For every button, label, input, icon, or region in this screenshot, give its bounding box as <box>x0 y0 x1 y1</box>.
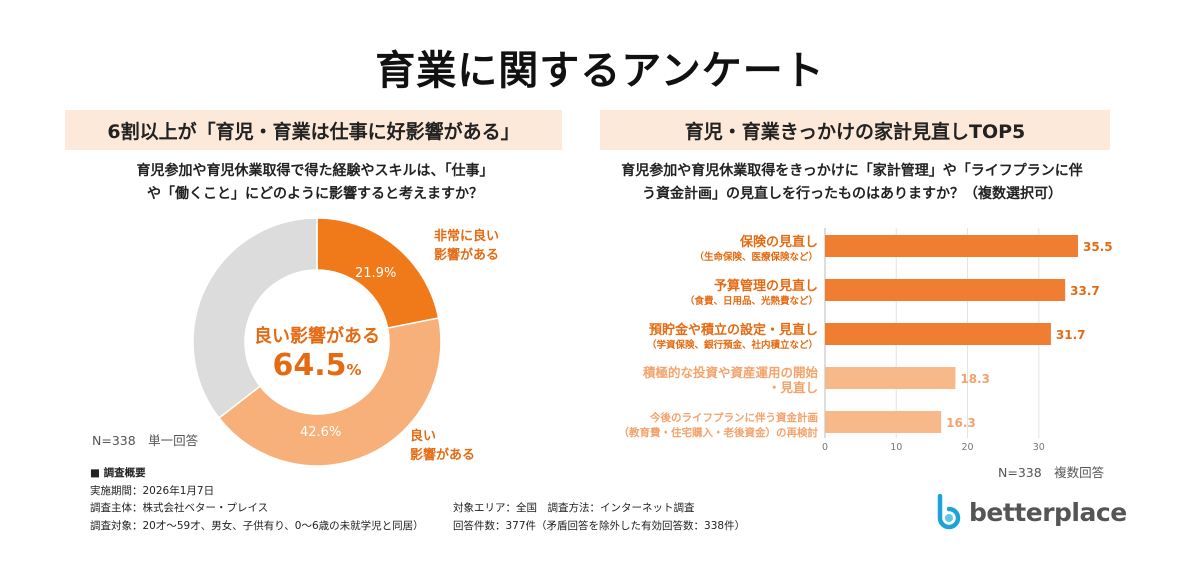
x-tick-label: 10 <box>890 442 902 453</box>
bar-category-label: 予算管理の見直し <box>714 278 818 294</box>
bar-category-sublabel: （食費、日用品、光熱費など） <box>685 295 818 307</box>
bar-category-label: 積極的な投資や資産運用の開始 <box>642 365 819 380</box>
survey-target: 調査対象：20才〜59才、男女、子供有り、0〜6歳の未就学児と同居） <box>90 519 424 532</box>
bar-category-sublabel: （生命保険、医療保険など） <box>694 251 818 263</box>
legend-label-very-good-line1: 非常に良い <box>434 229 500 244</box>
legend-label-very-good: 非常に良い 影響がある <box>434 227 499 265</box>
survey-organizer: 調査主体：株式会社ベター・プレイス <box>90 502 269 514</box>
x-tick-label: 0 <box>822 442 828 453</box>
bar-value-label: 31.7 <box>1056 328 1086 342</box>
betterplace-logo: betterplace <box>933 492 1127 532</box>
survey-head: ■ 調査概要 <box>90 467 146 479</box>
bar <box>825 235 1078 257</box>
logo-mark-icon <box>937 494 961 530</box>
bar-value-label: 16.3 <box>946 416 976 430</box>
bar <box>825 411 942 433</box>
donut-center-unit: % <box>346 361 362 379</box>
x-tick-label: 30 <box>1033 442 1045 453</box>
survey-responses: 回答件数：377件（矛盾回答を除外した有効回答数：338件） <box>453 519 746 532</box>
bar-category-label-line2: ・見直し <box>768 380 818 395</box>
donut-slice-other <box>192 217 318 420</box>
bar-chart: 0 10 20 30 35.5 保険の見直し （生命保険、医療保険など） 33.7 予算管理の見… <box>596 228 1116 468</box>
bar-category-label: 預貯金や積立の設定・見直し <box>649 322 818 338</box>
bar-category-label-line2: （教育費・住宅購入・老後資金）の再検討 <box>619 426 819 439</box>
bar <box>825 279 1066 301</box>
right-n-note: N=338 複数回答 <box>998 465 1105 480</box>
donut-chart <box>183 208 451 476</box>
survey-overview: ■ 調査概要 実施期間：2026年1月7日 調査主体：株式会社ベター・プレイス … <box>90 465 424 535</box>
survey-period: 実施期間：2026年1月7日 <box>90 484 215 497</box>
donut-center-title: 良い影響がある <box>254 326 380 347</box>
left-panel-header: 6割以上が「育児・育業は仕事に好影響がある」 <box>65 110 562 150</box>
survey-overview-right: 対象エリア：全国 調査方法：インターネット調査 回答件数：377件（矛盾回答を除… <box>453 500 745 535</box>
donut-center-value: 64.5% <box>183 348 451 383</box>
bar-value-label: 33.7 <box>1070 284 1100 298</box>
bar-value-label: 18.3 <box>960 372 990 386</box>
right-question-line1: 育児参加や育児休業取得をきっかけに「家計管理」や「ライフプランに伴 <box>621 163 1083 179</box>
donut-center-number: 64.5 <box>272 348 347 383</box>
bar <box>825 367 956 389</box>
logo-text: betterplace <box>969 497 1127 527</box>
left-question-line2: や「働くこと」にどのように影響すると考えますか？ <box>147 186 483 202</box>
x-tick-label: 20 <box>961 442 973 453</box>
right-panel-header: 育児・育業きっかけの家計見直しTOP5 <box>600 110 1110 150</box>
bar <box>825 323 1051 345</box>
legend-label-good-line1: 良い <box>410 429 437 444</box>
left-question-line1: 育児参加や育児休業取得で得た経験やスキルは、「仕事」 <box>136 163 494 179</box>
bar-value-label: 35.5 <box>1083 240 1113 254</box>
legend-label-good-line2: 影響がある <box>410 448 476 463</box>
legend-label-very-good-line2: 影響がある <box>434 248 500 263</box>
bar-category-sublabel: （学資保険、銀行預金、社内積立など） <box>647 339 818 351</box>
donut-slice-good <box>217 317 442 467</box>
legend-label-good: 良い 影響がある <box>410 427 475 465</box>
page-title: 育業に関するアンケート <box>375 48 825 94</box>
right-question: 育児参加や育児休業取得をきっかけに「家計管理」や「ライフプランに伴 う資金計画」… <box>592 160 1112 206</box>
right-question-line2: う資金計画」の見直しを行ったものはありますか？（複数選択可） <box>642 186 1062 202</box>
left-question: 育児参加や育児休業取得で得た経験やスキルは、「仕事」 や「働くこと」にどのように… <box>90 160 540 206</box>
bar-category-label: 今後のライフプランに伴う資金計画 <box>649 411 818 424</box>
pct-label-very-good: 21.9% <box>355 266 397 281</box>
survey-area: 対象エリア：全国 調査方法：インターネット調査 <box>453 502 695 514</box>
bar-category-label: 保険の見直し <box>739 234 818 250</box>
pct-label-good: 42.6% <box>300 425 342 440</box>
left-n-note: N=338 単一回答 <box>92 433 199 448</box>
